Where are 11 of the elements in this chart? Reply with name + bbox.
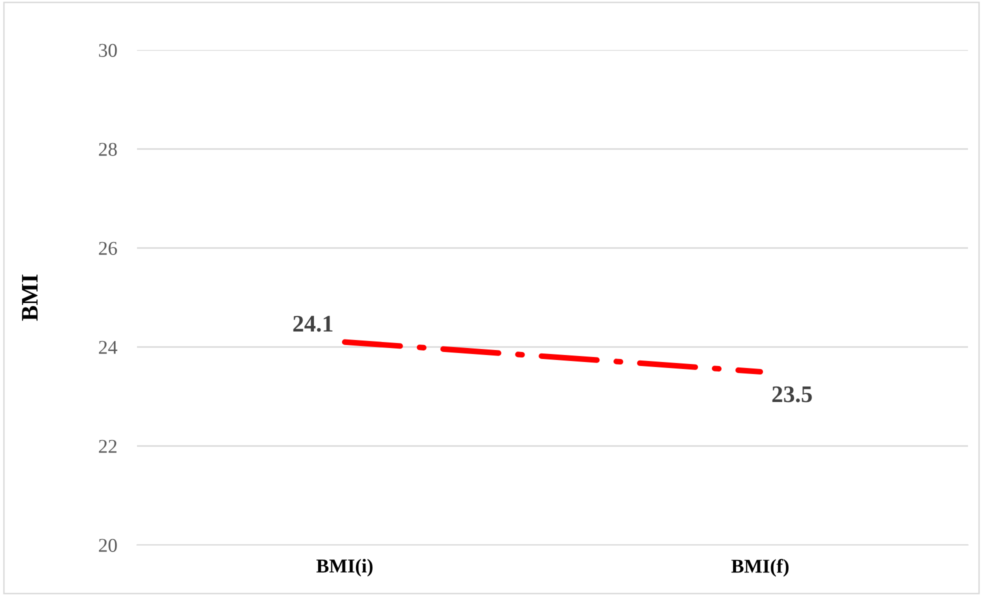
y-tick-label: 28 [98,142,117,156]
data-label: 23.5 [772,386,812,402]
y-tick-label: 24 [98,340,118,354]
y-tick-label: 26 [98,242,117,255]
y-axis-title: BMI [22,274,38,321]
x-tick-label: BMI(f) [731,558,789,577]
y-tick-label: 22 [98,440,116,453]
data-label: 24.1 [293,316,332,332]
y-tick-label: 30 [99,44,117,57]
x-tick-label: BMI(i) [316,558,373,577]
y-tick-label: 20 [98,538,117,552]
